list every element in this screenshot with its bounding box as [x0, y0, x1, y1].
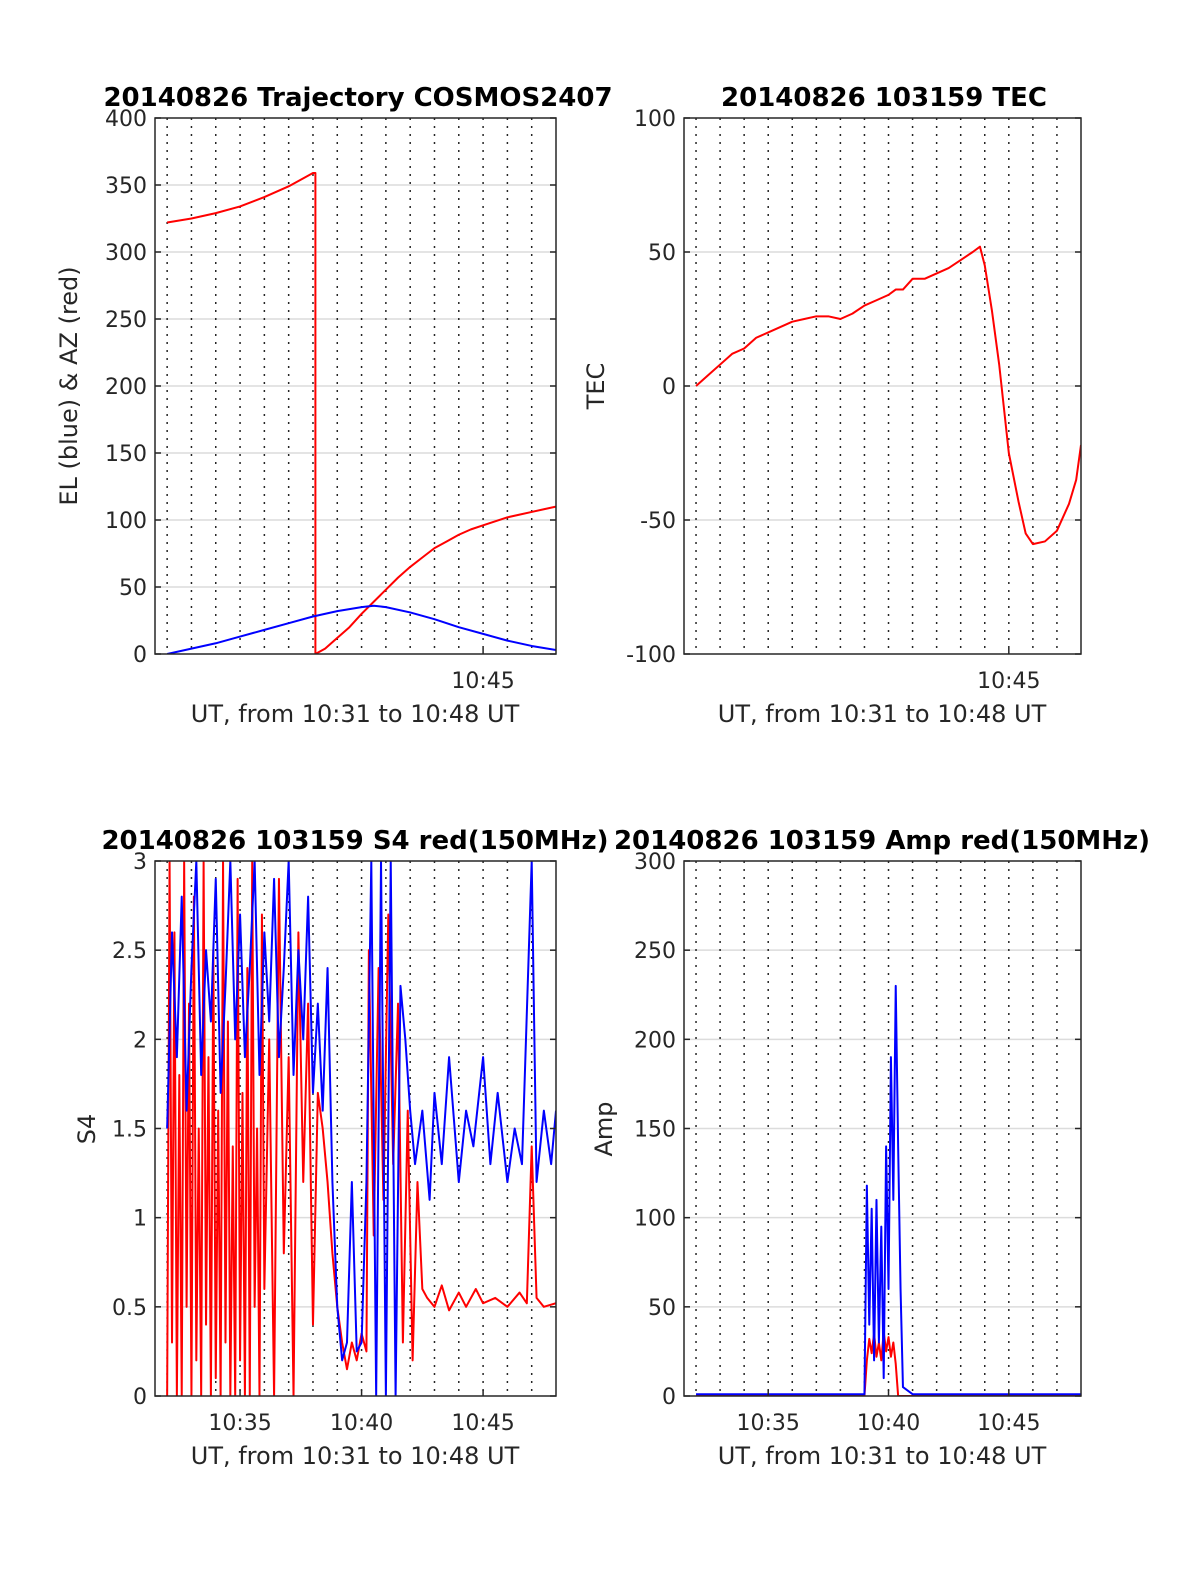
y-tick-label: 2.5	[112, 939, 147, 964]
tec-ylabel: TEC	[582, 363, 610, 411]
amp-series	[696, 984, 1081, 1396]
tec-series	[695, 245, 1081, 546]
s4-series-blue-line	[166, 861, 556, 1396]
y-tick-label: 200	[105, 375, 147, 400]
x-tick-label: 10:40	[857, 1411, 920, 1436]
amp-grid	[684, 861, 1081, 1396]
trajectory-series	[166, 171, 556, 654]
amp-y-ticks: 0 50 100 150 200 250 300	[634, 850, 1081, 1410]
trajectory-x-ticks: 10:45	[451, 648, 515, 694]
amp-chart: 20140826 103159 Amp red(150MHz) 0 50 100 15…	[590, 826, 1150, 1470]
tec-series-red-line	[695, 245, 1081, 546]
x-tick-label: 10:45	[451, 669, 514, 694]
trajectory-grid	[155, 118, 556, 654]
trajectory-title: 20140826 Trajectory COSMOS2407	[103, 83, 612, 113]
x-tick-label: 10:40	[330, 1411, 393, 1436]
y-tick-label: 0	[133, 1385, 147, 1410]
y-tick-label: 0	[133, 643, 147, 668]
x-tick-label: 10:35	[737, 1411, 800, 1436]
y-tick-label: -100	[626, 643, 676, 668]
x-tick-label: 10:45	[977, 669, 1040, 694]
y-tick-label: -50	[640, 509, 676, 534]
s4-ylabel: S4	[73, 1114, 101, 1145]
y-tick-label: 100	[634, 107, 676, 132]
y-tick-label: 0	[662, 375, 676, 400]
amp-x-ticks: 10:35 10:40 10:45	[737, 1390, 1041, 1436]
tec-title: 20140826 103159 TEC	[721, 83, 1047, 113]
y-tick-label: 1.5	[112, 1118, 147, 1143]
y-tick-label: 50	[648, 241, 676, 266]
x-tick-label: 10:45	[977, 1411, 1040, 1436]
y-tick-label: 0	[662, 1385, 676, 1410]
trajectory-y-ticks: 0 50 100 150 200 250 300 350 400	[105, 107, 556, 668]
y-tick-label: 3	[133, 850, 147, 875]
tec-x-ticks: 10:45	[977, 648, 1041, 694]
s4-chart: 20140826 103159 S4 red(150MHz) 0 0.5 1 1.5 2…	[73, 826, 609, 1470]
s4-series	[166, 861, 556, 1396]
s4-title: 20140826 103159 S4 red(150MHz)	[101, 826, 608, 856]
y-tick-label: 200	[634, 1028, 676, 1053]
y-tick-label: 1	[133, 1207, 147, 1232]
y-tick-label: 2	[133, 1028, 147, 1053]
y-tick-label: 100	[634, 1207, 676, 1232]
s4-y-ticks: 0 0.5 1 1.5 2 2.5 3	[112, 850, 556, 1410]
trajectory-series-blue-line	[166, 604, 556, 654]
y-tick-label: 350	[105, 174, 147, 199]
amp-xlabel: UT, from 10:31 to 10:48 UT	[718, 1442, 1047, 1470]
y-tick-label: 0.5	[112, 1296, 147, 1321]
tec-y-ticks: -100 -50 0 50 100	[626, 107, 1081, 668]
y-tick-label: 400	[105, 107, 147, 132]
y-tick-label: 300	[105, 241, 147, 266]
x-tick-label: 10:35	[208, 1411, 271, 1436]
tec-xlabel: UT, from 10:31 to 10:48 UT	[718, 700, 1047, 728]
trajectory-ylabel: EL (blue) & AZ (red)	[55, 266, 83, 505]
s4-xlabel: UT, from 10:31 to 10:48 UT	[191, 1442, 520, 1470]
trajectory-chart: 20140826 Trajectory COSMOS2407 0 50 100 150…	[55, 83, 613, 728]
s4-series-red-line	[166, 861, 556, 1396]
tec-grid	[684, 118, 1081, 654]
amp-ylabel: Amp	[590, 1101, 618, 1156]
y-tick-label: 150	[105, 442, 147, 467]
y-tick-label: 250	[634, 939, 676, 964]
amp-title: 20140826 103159 Amp red(150MHz)	[614, 826, 1150, 856]
amp-series-red-line	[696, 1330, 1081, 1396]
y-tick-label: 100	[105, 509, 147, 534]
amp-series-blue-line	[696, 984, 1081, 1396]
s4-x-ticks: 10:35 10:40 10:45	[208, 1390, 515, 1436]
trajectory-xlabel: UT, from 10:31 to 10:48 UT	[191, 700, 520, 728]
y-tick-label: 50	[119, 576, 147, 601]
y-tick-label: 150	[634, 1118, 676, 1143]
y-tick-label: 300	[634, 850, 676, 875]
y-tick-label: 250	[105, 308, 147, 333]
trajectory-series-red-line	[166, 171, 556, 654]
y-tick-label: 50	[648, 1296, 676, 1321]
x-tick-label: 10:45	[451, 1411, 514, 1436]
